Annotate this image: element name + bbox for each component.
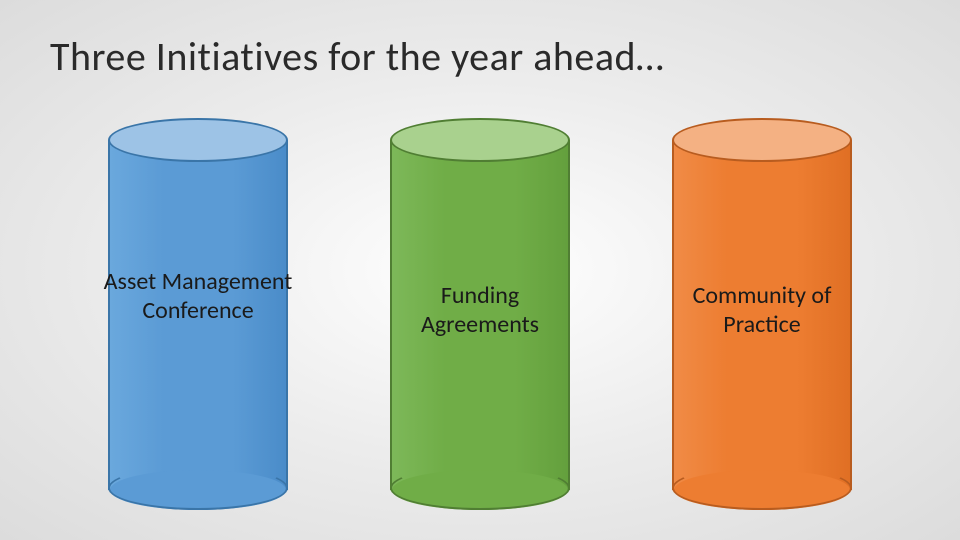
pillar-label: Community of Practice [662,280,862,342]
pillar-label: Asset Management Conference [98,266,298,328]
slide-title: Three Initiatives for the year ahead… [50,32,664,81]
pillar-community-of-practice: Community of Practice [672,118,852,510]
pillar-top-ellipse [672,118,852,162]
pillar-bottom-edge [672,466,852,510]
pillars-row: Asset Management Conference Funding Agre… [0,118,960,510]
pillar-label-text: Community of Practice [662,280,862,342]
pillar-label-text: Asset Management Conference [98,266,298,328]
pillar-label: Funding Agreements [380,280,580,342]
pillar-bottom-edge [390,466,570,510]
pillar-bottom-edge [108,466,288,510]
pillar-asset-management: Asset Management Conference [108,118,288,510]
pillar-top-ellipse [108,118,288,162]
pillar-label-text: Funding Agreements [380,280,580,342]
pillar-top-ellipse [390,118,570,162]
pillar-funding-agreements: Funding Agreements [390,118,570,510]
